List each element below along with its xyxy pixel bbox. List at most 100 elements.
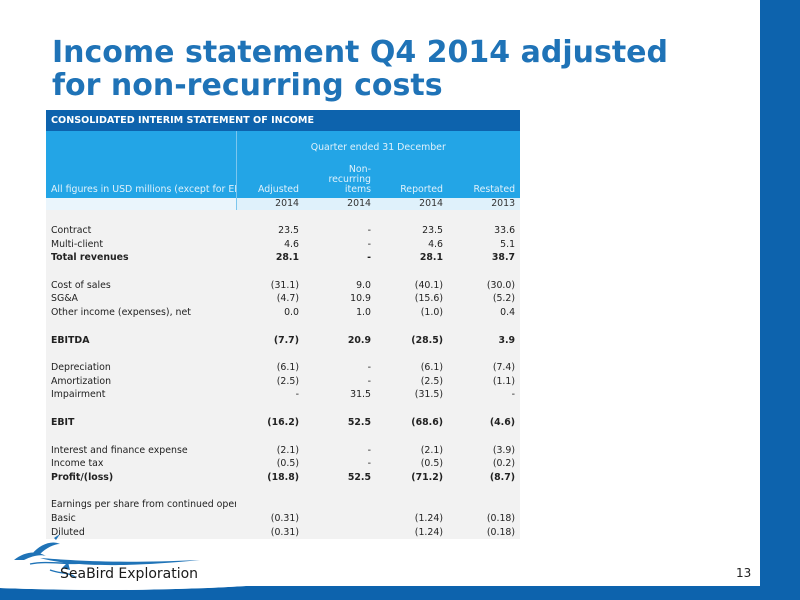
table-row: Multi-client 4.6-4.6 5.1 (46, 237, 521, 252)
table-row (46, 429, 521, 444)
row-value: 23.5 (236, 224, 304, 238)
row-label: Earnings per share from continued operat… (46, 498, 236, 512)
row-label (46, 347, 236, 362)
row-value (304, 210, 376, 224)
table-caption: CONSOLIDATED INTERIM STATEMENT OF INCOME (46, 110, 521, 131)
row-value (376, 401, 448, 416)
row-value (376, 319, 448, 334)
table-row: Cost of sales (31.1) 9.0 (40.1) (30.0) (46, 278, 521, 293)
row-value: 4.6 (236, 237, 304, 252)
row-value (304, 484, 376, 499)
row-value (376, 429, 448, 444)
row-value: - (304, 251, 376, 265)
row-value: (2.5) (236, 374, 304, 389)
row-label (46, 319, 236, 334)
row-value (304, 347, 376, 362)
row-value: 33.6 (448, 224, 521, 238)
row-value (304, 511, 376, 526)
row-value: 31.5 (304, 388, 376, 402)
row-label: Amortization (46, 374, 236, 389)
row-value: (6.1) (236, 361, 304, 375)
row-value: (0.18) (448, 511, 521, 526)
row-label (46, 210, 236, 224)
table-row: Other income (expenses), net 0.0 1.0 (1.0) 0… (46, 305, 521, 320)
row-value: (1.0) (376, 305, 448, 320)
row-value (376, 498, 448, 512)
row-value: (0.18) (448, 525, 521, 540)
table-row: Earnings per share from continued operat… (46, 498, 521, 512)
row-label: Other income (expenses), net (46, 305, 236, 320)
row-value: 1.0 (304, 305, 376, 320)
row-value: (3.9) (448, 443, 521, 458)
row-value (236, 319, 304, 334)
row-value: - (304, 361, 376, 375)
row-value: - (304, 237, 376, 252)
row-value (376, 484, 448, 499)
table-row (46, 401, 521, 416)
row-value (236, 347, 304, 362)
table-row: SG&A (4.7) 10.9 (15.6) (5.2) (46, 292, 521, 306)
row-label: Basic (46, 511, 236, 526)
row-value: 5.1 (448, 237, 521, 252)
table-row (46, 484, 521, 499)
row-value (236, 264, 304, 279)
row-label: Multi-client (46, 237, 236, 252)
table-row: Depreciation (6.1) - (6.1) (7.4) (46, 361, 521, 375)
row-value: - (304, 457, 376, 471)
row-label (46, 401, 236, 416)
row-value (448, 498, 521, 512)
row-value: (2.1) (376, 443, 448, 458)
row-value: (6.1) (376, 361, 448, 375)
table-row: Amortization (2.5) - (2.5) (1.1) (46, 374, 521, 389)
row-value: (18.8) (236, 470, 304, 485)
row-value: 4.6 (376, 237, 448, 252)
row-value (304, 264, 376, 279)
row-label: Impairment (46, 388, 236, 402)
row-label (46, 484, 236, 499)
row-value (236, 401, 304, 416)
table-row: Income tax (0.5) - (0.5) (0.2) (46, 457, 521, 471)
row-value: (1.24) (376, 511, 448, 526)
table-row (46, 347, 521, 362)
row-value: (8.7) (448, 470, 521, 485)
column-header: Non-recurring items (304, 165, 376, 198)
row-label (46, 429, 236, 444)
row-value: 0.0 (236, 305, 304, 320)
row-value (448, 264, 521, 279)
row-value: (5.2) (448, 292, 521, 306)
row-label (46, 264, 236, 279)
row-value: (0.31) (236, 525, 304, 540)
period-label: Quarter ended 31 December (235, 131, 521, 165)
row-value: (15.6) (376, 292, 448, 306)
row-value (236, 498, 304, 512)
row-label: SG&A (46, 292, 236, 306)
row-value (304, 429, 376, 444)
row-label: Total revenues (46, 251, 236, 265)
table-row: Contract 23.5-23.5 33.6 (46, 224, 521, 238)
row-value (304, 319, 376, 334)
year-label: 2014 (235, 198, 304, 210)
logo-text: SeaBird Exploration (60, 566, 199, 582)
table-row: Diluted (0.31) (1.24) (0.18) (46, 525, 521, 540)
row-label: Income tax (46, 457, 236, 471)
row-value: (4.7) (236, 292, 304, 306)
row-value: (0.31) (236, 511, 304, 526)
row-value: 52.5 (304, 470, 376, 485)
row-value: 9.0 (304, 278, 376, 293)
row-value (448, 401, 521, 416)
seabird-logo-icon (14, 534, 200, 579)
row-value (448, 319, 521, 334)
row-value: 38.7 (448, 251, 521, 265)
table-row: Basic (0.31) (1.24) (0.18) (46, 511, 521, 526)
row-value (304, 498, 376, 512)
table-body: Contract 23.5-23.5 33.6 Multi-client 4.6-4.6… (46, 210, 521, 540)
row-value: (1.24) (376, 525, 448, 540)
table-row: Impairment -31.5 (31.5) - (46, 388, 521, 402)
row-label: Diluted (46, 525, 236, 540)
row-value: (2.1) (236, 443, 304, 458)
row-value: - (236, 388, 304, 402)
row-value: 0.4 (448, 305, 521, 320)
row-value: (1.1) (448, 374, 521, 389)
year-label: 2014 (304, 198, 376, 210)
page-number: 13 (736, 566, 752, 580)
